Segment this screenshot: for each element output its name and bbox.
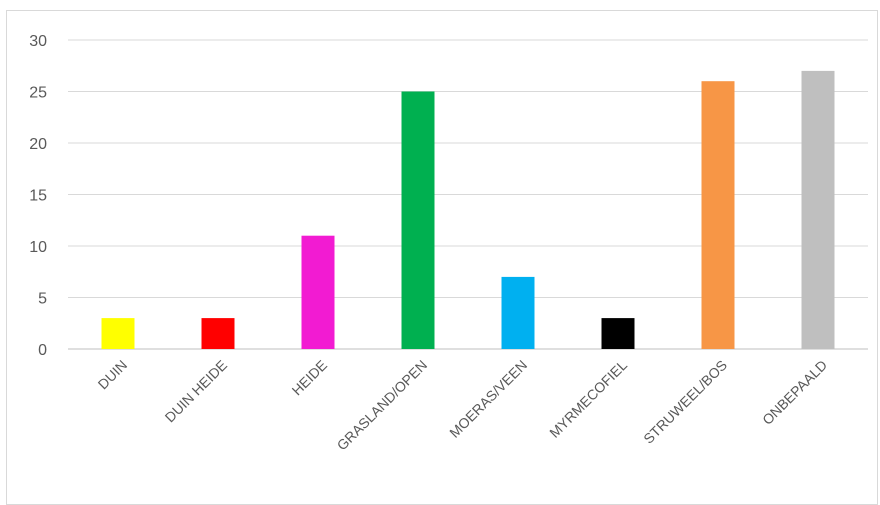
y-tick-label: 0 xyxy=(38,342,47,359)
bar-moeras-veen xyxy=(501,276,535,349)
x-tick-label: ONBEPAALD xyxy=(759,357,830,428)
x-axis-labels: DUIN DUIN HEIDE HEIDE GRASLAND/OPEN MOERAS/V… xyxy=(95,357,831,454)
bar-struweel-bos xyxy=(701,81,735,349)
y-tick-label: 20 xyxy=(29,136,47,153)
x-tick-label: STRUWEEL/BOS xyxy=(640,357,730,447)
x-tick-label: HEIDE xyxy=(289,357,331,399)
bar-duin xyxy=(101,318,135,349)
y-tick-label: 25 xyxy=(29,85,47,102)
x-tick-label: MYRMECOFIEL xyxy=(546,357,630,441)
x-tick-label: DUIN HEIDE xyxy=(162,357,231,426)
x-tick-label: GRASLAND/OPEN xyxy=(334,357,431,454)
bar-onbepaald xyxy=(801,70,835,350)
bar-heide xyxy=(301,235,335,349)
gridlines xyxy=(68,39,868,350)
bar-duin-heide xyxy=(201,318,235,349)
y-tick-label: 5 xyxy=(38,291,47,308)
y-tick-label: 10 xyxy=(29,239,47,256)
x-tick-label: MOERAS/VEEN xyxy=(446,357,530,441)
bars xyxy=(101,70,835,350)
bar-myrmecofiel xyxy=(601,318,635,349)
y-axis-ticks: 0 5 10 15 20 25 30 xyxy=(29,33,47,359)
x-tick-label: DUIN xyxy=(95,357,131,393)
y-tick-label: 30 xyxy=(29,33,47,50)
y-tick-label: 15 xyxy=(29,188,47,205)
bar-grasland-open xyxy=(401,91,435,349)
